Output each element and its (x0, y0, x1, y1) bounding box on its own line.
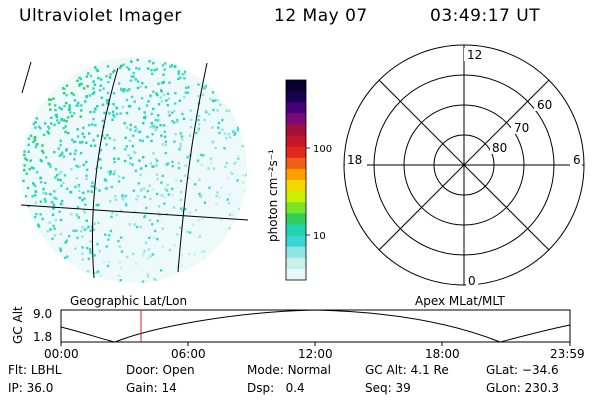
geographic-panel-label: Geographic Lat/Lon (70, 294, 187, 308)
colorbar-swatch (286, 268, 306, 281)
colorbar-swatch (286, 168, 306, 181)
status-mode: Mode: Normal (247, 363, 331, 377)
colorbar-unit-label: photon cm⁻²s⁻¹ (266, 149, 280, 242)
colorbar-tick: 10 (313, 231, 326, 242)
colorbar-swatch (286, 135, 306, 148)
status-gc-alt: GC Alt: 4.1 Re (365, 363, 449, 377)
uv-image-panel (20, 57, 249, 283)
mlat-label: 60 (537, 98, 552, 112)
timeline-xtick: 18:00 (425, 347, 460, 361)
status-door: Door: Open (126, 363, 195, 377)
colorbar-swatch (286, 224, 306, 237)
altitude-curve (60, 309, 571, 343)
status-gain: Gain: 14 (126, 381, 177, 395)
status-ip: IP: 36.0 (8, 381, 54, 395)
mlat-label: 70 (514, 121, 529, 135)
colorbar-swatch (286, 102, 306, 114)
colorbar-swatch (286, 113, 306, 126)
status-seq: Seq: 39 (365, 381, 411, 395)
status-filter: Flt: LBHL (8, 363, 62, 377)
status-glat: GLat: −34.6 (486, 363, 559, 377)
colorbar-swatch (286, 202, 306, 214)
colorbar-swatch (286, 146, 306, 159)
timeline-ytick: 9.0 (33, 307, 52, 321)
timeline-xtick: 23:59 (550, 347, 585, 361)
timeline-ytick: 1.8 (33, 330, 52, 344)
timeline-xtick: 12:00 (298, 347, 333, 361)
timeline-ylabel: GC Alt (11, 306, 25, 344)
image-disk (21, 57, 247, 283)
colorbar-swatch (286, 157, 306, 170)
latitude-line (20, 204, 249, 221)
timeline-xtick: 06:00 (171, 347, 206, 361)
mlt-label-dusk: 18 (347, 153, 362, 167)
colorbar: 100 10 photon cm⁻²s⁻¹ (266, 79, 332, 281)
colorbar-swatch (286, 246, 306, 259)
mlat-label: 80 (492, 141, 507, 155)
instrument-title: Ultraviolet Imager (19, 6, 182, 26)
colorbar-swatch (286, 180, 306, 192)
colorbar-swatch (286, 257, 306, 270)
image-time: 03:49:17 UT (430, 6, 541, 26)
colorbar-swatch (286, 235, 306, 248)
colorbar-swatch (286, 80, 306, 92)
aurora-emission-pixels (22, 58, 247, 283)
colorbar-tick: 100 (313, 144, 332, 155)
colorbar-swatch (286, 191, 306, 203)
mlt-label-dawn: 6 (573, 153, 581, 167)
polar-plot: 12 18 6 0 60 70 80 (343, 44, 585, 288)
colorbar-swatch (286, 91, 306, 103)
colorbar-swatch (286, 213, 306, 226)
longitude-line (21, 61, 32, 94)
status-glon: GLon: 230.3 (486, 381, 559, 395)
apex-panel-label: Apex MLat/MLT (415, 294, 505, 308)
orbit-timeline: GC Alt 9.0 1.8 00:00 06:00 12:00 18:00 2… (11, 306, 585, 361)
longitude-line (177, 62, 208, 273)
mlt-label-noon: 12 (467, 48, 482, 62)
image-date: 12 May 07 (274, 6, 368, 26)
mlt-label-midnight: 0 (468, 274, 476, 288)
timeline-xtick: 00:00 (44, 347, 79, 361)
status-dsp: Dsp: 0.4 (247, 381, 305, 395)
longitude-line (91, 67, 119, 279)
colorbar-swatch (286, 124, 306, 137)
